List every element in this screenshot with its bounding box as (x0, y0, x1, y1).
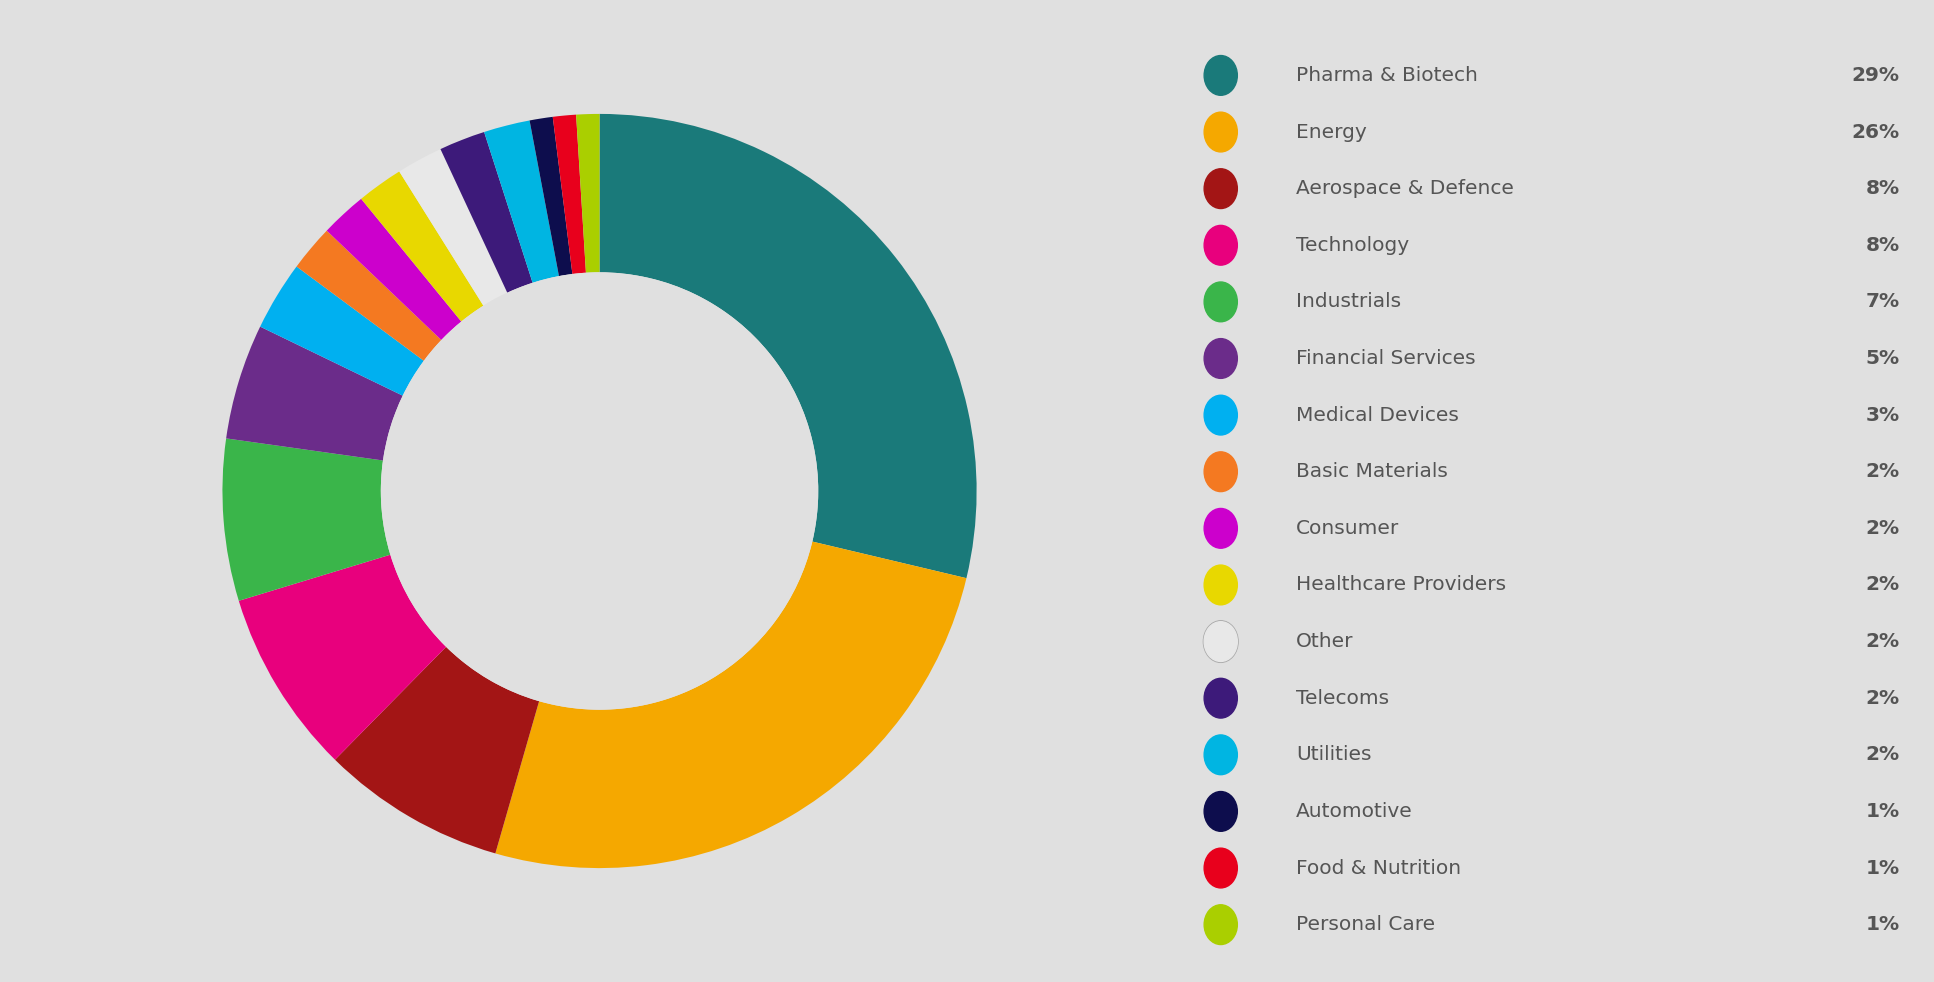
Text: Basic Materials: Basic Materials (1296, 463, 1449, 481)
Text: Pharma & Biotech: Pharma & Biotech (1296, 66, 1478, 84)
Wedge shape (327, 198, 462, 340)
Text: Utilities: Utilities (1296, 745, 1371, 764)
Circle shape (1205, 509, 1238, 548)
Text: 5%: 5% (1866, 349, 1899, 368)
Wedge shape (530, 117, 572, 276)
Wedge shape (398, 149, 507, 305)
Text: Automotive: Automotive (1296, 802, 1414, 821)
Text: 1%: 1% (1866, 915, 1899, 934)
Circle shape (1205, 735, 1238, 775)
Text: 8%: 8% (1866, 236, 1899, 254)
Text: Consumer: Consumer (1296, 518, 1400, 538)
Circle shape (1205, 679, 1238, 718)
Wedge shape (261, 266, 424, 396)
Wedge shape (484, 121, 559, 283)
Wedge shape (335, 647, 540, 853)
Text: 2%: 2% (1866, 518, 1899, 538)
Wedge shape (362, 172, 484, 321)
Wedge shape (296, 231, 441, 360)
Text: 2%: 2% (1866, 745, 1899, 764)
Circle shape (1205, 56, 1238, 95)
Text: 29%: 29% (1851, 66, 1899, 84)
Wedge shape (238, 555, 447, 760)
Circle shape (1205, 565, 1238, 605)
Text: Industrials: Industrials (1296, 293, 1402, 311)
Circle shape (1205, 791, 1238, 832)
Circle shape (1205, 112, 1238, 152)
Wedge shape (226, 327, 402, 461)
Text: Food & Nutrition: Food & Nutrition (1296, 858, 1462, 878)
Wedge shape (576, 114, 600, 273)
Text: Energy: Energy (1296, 123, 1367, 141)
Text: Technology: Technology (1296, 236, 1410, 254)
Text: 1%: 1% (1866, 858, 1899, 878)
Circle shape (1205, 848, 1238, 888)
Circle shape (1205, 226, 1238, 265)
Text: Aerospace & Defence: Aerospace & Defence (1296, 179, 1514, 198)
Wedge shape (222, 438, 391, 601)
Text: Personal Care: Personal Care (1296, 915, 1435, 934)
Circle shape (1205, 282, 1238, 322)
Text: 26%: 26% (1851, 123, 1899, 141)
Wedge shape (441, 132, 532, 293)
Text: Telecoms: Telecoms (1296, 688, 1389, 708)
Circle shape (381, 272, 818, 710)
Wedge shape (495, 541, 967, 868)
Text: 2%: 2% (1866, 632, 1899, 651)
Circle shape (1205, 169, 1238, 208)
Text: 2%: 2% (1866, 575, 1899, 594)
Wedge shape (553, 115, 586, 274)
Text: Financial Services: Financial Services (1296, 349, 1476, 368)
Circle shape (1203, 621, 1238, 662)
Text: Other: Other (1296, 632, 1354, 651)
Text: 7%: 7% (1866, 293, 1899, 311)
Text: 2%: 2% (1866, 688, 1899, 708)
Text: 8%: 8% (1866, 179, 1899, 198)
Circle shape (1205, 395, 1238, 435)
Text: Healthcare Providers: Healthcare Providers (1296, 575, 1507, 594)
Text: 1%: 1% (1866, 802, 1899, 821)
Circle shape (1205, 622, 1238, 662)
Wedge shape (600, 114, 977, 578)
Text: Medical Devices: Medical Devices (1296, 406, 1458, 424)
Text: 3%: 3% (1866, 406, 1899, 424)
Text: 2%: 2% (1866, 463, 1899, 481)
Circle shape (1205, 452, 1238, 492)
Circle shape (1205, 339, 1238, 378)
Circle shape (1205, 904, 1238, 945)
